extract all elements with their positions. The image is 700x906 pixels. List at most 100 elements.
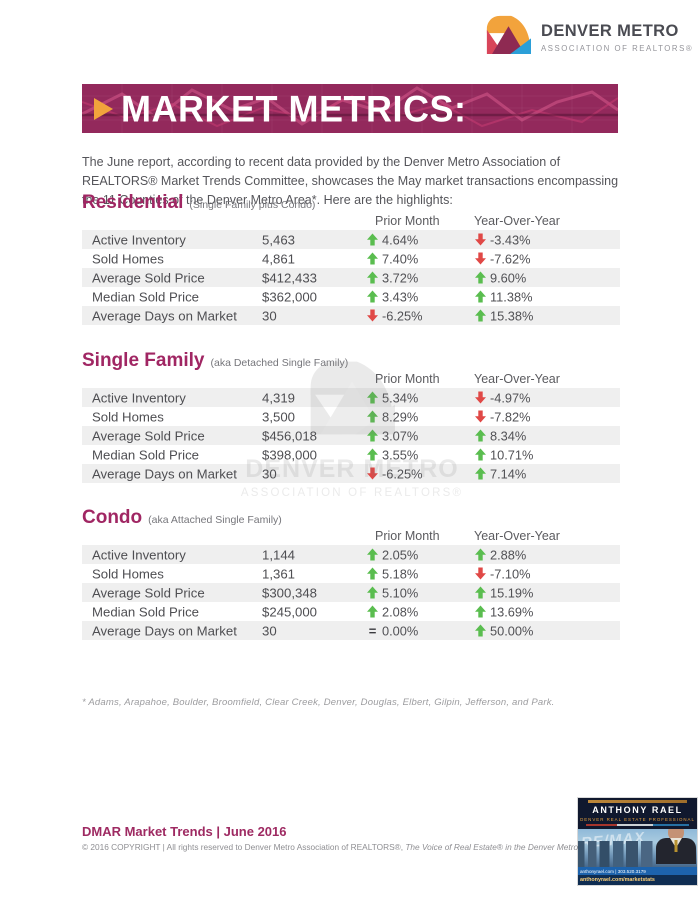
table-row: Median Sold Price $245,000 2.08% 13.69%	[82, 602, 620, 621]
change-value: -7.10%	[490, 566, 531, 581]
up-arrow-icon	[475, 586, 486, 599]
column-header-year-over-year: Year-Over-Year	[474, 372, 560, 386]
up-arrow-icon	[367, 252, 378, 265]
up-arrow-icon	[367, 429, 378, 442]
section-subtitle: (Single Family plus Condo)	[189, 199, 316, 211]
change-value: -6.25%	[382, 466, 423, 481]
section-single-family: Single Family (aka Detached Single Famil…	[82, 350, 620, 483]
yoy-change: 13.69%	[475, 604, 533, 619]
yoy-change: 10.71%	[475, 447, 533, 462]
change-value: 2.05%	[382, 547, 419, 562]
metric-value: $300,348	[262, 585, 318, 600]
yoy-change: 7.14%	[475, 466, 526, 481]
metric-value: 30	[262, 623, 277, 638]
column-header-prior-month: Prior Month	[375, 372, 440, 386]
metric-label: Average Days on Market	[92, 308, 237, 323]
section-subtitle: (aka Attached Single Family)	[148, 514, 282, 526]
table-row: Average Days on Market 30 = 0.00% 50.00%	[82, 621, 620, 640]
prior-month-change: 7.40%	[367, 251, 418, 266]
up-arrow-icon	[475, 290, 486, 303]
prior-month-change: 3.43%	[367, 289, 418, 304]
table-row: Average Sold Price $300,348 5.10% 15.19%	[82, 583, 620, 602]
prior-month-change: -6.25%	[367, 466, 423, 481]
metric-value: 3,500	[262, 409, 296, 424]
logo-subtitle: ASSOCIATION OF REALTORS®	[541, 44, 694, 53]
metric-value: 30	[262, 466, 277, 481]
up-arrow-icon	[475, 448, 486, 461]
change-value: -4.97%	[490, 390, 531, 405]
yoy-change: 15.19%	[475, 585, 533, 600]
up-arrow-icon	[367, 586, 378, 599]
watermark-subtitle: ASSOCIATION OF REALTORS®	[240, 487, 464, 499]
metric-value: 1,144	[262, 547, 296, 562]
dmar-logo: DENVER METRO ASSOCIATION OF REALTORS®	[486, 14, 693, 61]
section-residential: Residential (Single Family plus Condo) P…	[82, 192, 620, 325]
prior-month-change: 5.10%	[367, 585, 418, 600]
metric-label: Median Sold Price	[92, 289, 200, 304]
change-value: 7.40%	[382, 251, 419, 266]
metric-value: 1,361	[262, 566, 296, 581]
column-header-year-over-year: Year-Over-Year	[474, 214, 560, 228]
up-arrow-icon	[475, 548, 486, 561]
up-arrow-icon	[367, 448, 378, 461]
copyright-line: © 2016 COPYRIGHT | All rights reserved t…	[82, 842, 698, 852]
up-arrow-icon	[367, 271, 378, 284]
change-value: 3.43%	[382, 289, 419, 304]
metric-label: Average Days on Market	[92, 623, 237, 638]
up-arrow-icon	[367, 233, 378, 246]
down-arrow-icon	[475, 391, 486, 404]
prior-month-change: 3.72%	[367, 270, 418, 285]
down-arrow-icon	[475, 233, 486, 246]
prior-month-change: 4.64%	[367, 232, 418, 247]
change-value: 7.14%	[490, 466, 527, 481]
section-title: Residential	[82, 192, 184, 213]
metric-label: Active Inventory	[92, 232, 186, 247]
table-row: Average Sold Price $412,433 3.72% 9.60%	[82, 268, 620, 287]
up-arrow-icon	[475, 624, 486, 637]
change-value: 13.69%	[490, 604, 534, 619]
column-header-prior-month: Prior Month	[375, 214, 440, 228]
metric-label: Active Inventory	[92, 547, 186, 562]
column-header-year-over-year: Year-Over-Year	[474, 529, 560, 543]
change-value: 4.64%	[382, 232, 419, 247]
anthony-rael-ad-badge[interactable]: ANTHONY RAEL DENVER REAL ESTATE PROFESSI…	[578, 798, 697, 885]
change-value: 2.88%	[490, 547, 527, 562]
down-arrow-icon	[367, 309, 378, 322]
yoy-change: -7.10%	[475, 566, 531, 581]
change-value: 3.55%	[382, 447, 419, 462]
change-value: -3.43%	[490, 232, 531, 247]
metric-value: 4,861	[262, 251, 296, 266]
change-value: 15.19%	[490, 585, 534, 600]
table-row: Sold Homes 3,500 8.29% -7.82%	[82, 407, 620, 426]
prior-month-change: 8.29%	[367, 409, 418, 424]
section-condo: Condo (aka Attached Single Family) Prior…	[82, 507, 620, 640]
change-value: 10.71%	[490, 447, 534, 462]
section-title: Condo	[82, 507, 143, 528]
table-row: Sold Homes 4,861 7.40% -7.62%	[82, 249, 620, 268]
prior-month-change: 2.05%	[367, 547, 418, 562]
metric-value: $412,433	[262, 270, 318, 285]
metric-value: 30	[262, 308, 277, 323]
prior-month-change: = 0.00%	[367, 623, 419, 638]
change-value: -7.62%	[490, 251, 531, 266]
yoy-change: -7.82%	[475, 409, 531, 424]
badge-contact-bar: anthonyrael.com | 303.520.3179	[578, 867, 697, 875]
up-arrow-icon	[475, 605, 486, 618]
yoy-change: -3.43%	[475, 232, 531, 247]
market-metrics-banner: MARKET METRICS:	[82, 84, 618, 133]
table-row: Median Sold Price $362,000 3.43% 11.38%	[82, 287, 620, 306]
change-value: -6.25%	[382, 308, 423, 323]
up-arrow-icon	[367, 567, 378, 580]
down-arrow-icon	[475, 252, 486, 265]
down-arrow-icon	[475, 567, 486, 580]
metric-label: Sold Homes	[92, 251, 164, 266]
yoy-change: -7.62%	[475, 251, 531, 266]
metric-value: $398,000	[262, 447, 318, 462]
condo-table: Active Inventory 1,144 2.05% 2.88% Sold Home…	[82, 545, 620, 640]
yoy-change: 2.88%	[475, 547, 526, 562]
yoy-change: 8.34%	[475, 428, 526, 443]
realtor-headshot	[656, 829, 696, 867]
metric-label: Average Sold Price	[92, 585, 205, 600]
metric-label: Median Sold Price	[92, 604, 200, 619]
table-row: Active Inventory 4,319 5.34% -4.97%	[82, 388, 620, 407]
